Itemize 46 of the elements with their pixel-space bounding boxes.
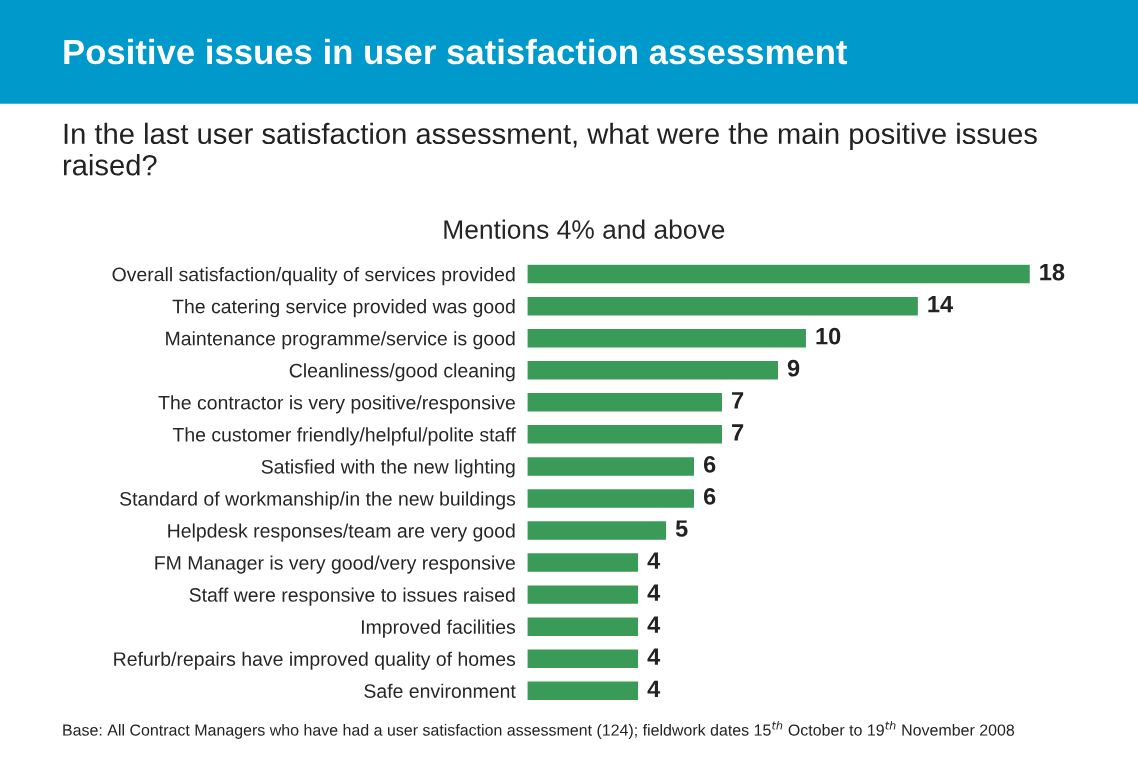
y-tick-label: The catering service provided was good <box>172 299 515 318</box>
y-tick-label: Maintenance programme/service is good <box>166 331 515 350</box>
bar <box>526 519 668 542</box>
bar <box>526 391 724 413</box>
bar <box>526 680 640 702</box>
data-label: 4 <box>647 680 661 697</box>
bar <box>526 327 808 349</box>
y-tick-label: FM Manager is very good/very responsive <box>155 555 515 574</box>
chart-subtitle: In the last user satisfaction assessment, what were the main positive issues raised? <box>63 122 1037 176</box>
data-label: 4 <box>647 616 661 633</box>
data-label: 7 <box>732 424 744 441</box>
y-tick-label: Overall satisfaction/quality of services provided <box>112 267 515 286</box>
chart-title: Positive issues in user satisfaction assessment <box>64 38 848 65</box>
data-label: 14 <box>928 296 954 313</box>
x-axis-title: Mentions 4% and above <box>444 219 725 239</box>
data-label: 18 <box>1040 263 1065 281</box>
data-label: 4 <box>647 648 661 665</box>
data-label: 4 <box>647 552 661 569</box>
bar <box>526 551 640 574</box>
y-tick-label: Cleanliness/good cleaning <box>289 363 515 382</box>
bar <box>526 616 640 638</box>
data-label: 6 <box>703 456 716 473</box>
y-tick-label: Safe environment <box>364 683 516 699</box>
y-tick-label: The customer friendly/helpful/polite staff <box>172 427 516 446</box>
data-label: 6 <box>703 488 716 505</box>
bar <box>526 263 1032 285</box>
data-label: 5 <box>675 520 688 537</box>
y-tick-label: Improved facilities <box>361 619 516 638</box>
y-tick-label: Refurb/repairs have improved quality of homes <box>114 651 516 670</box>
bar <box>526 455 696 478</box>
y-tick-label: Helpdesk responses/team are very good <box>168 523 515 542</box>
data-label: 10 <box>816 327 841 345</box>
bar <box>526 648 640 670</box>
text: Base: All Contract Managers who have had a user satisfaction assessment (124); fieldwork dates 15$^{th}$ October to 19$^{th}$ November 2008 <box>63 720 1015 739</box>
bar <box>526 295 920 317</box>
y-tick-label: Staff were responsive to issues raised <box>189 587 515 606</box>
bar <box>526 487 696 510</box>
data-label: 7 <box>732 392 744 409</box>
y-tick-label: Standard of workmanship/in the new buildings <box>120 491 516 510</box>
y-tick-label: The contractor is very positive/responsive <box>158 395 515 414</box>
bar <box>526 359 780 381</box>
bar <box>526 423 724 445</box>
bar <box>526 583 640 606</box>
data-label: 4 <box>647 584 661 601</box>
y-tick-label: Satisfied with the new lighting <box>261 459 515 478</box>
data-label: 9 <box>787 359 800 377</box>
